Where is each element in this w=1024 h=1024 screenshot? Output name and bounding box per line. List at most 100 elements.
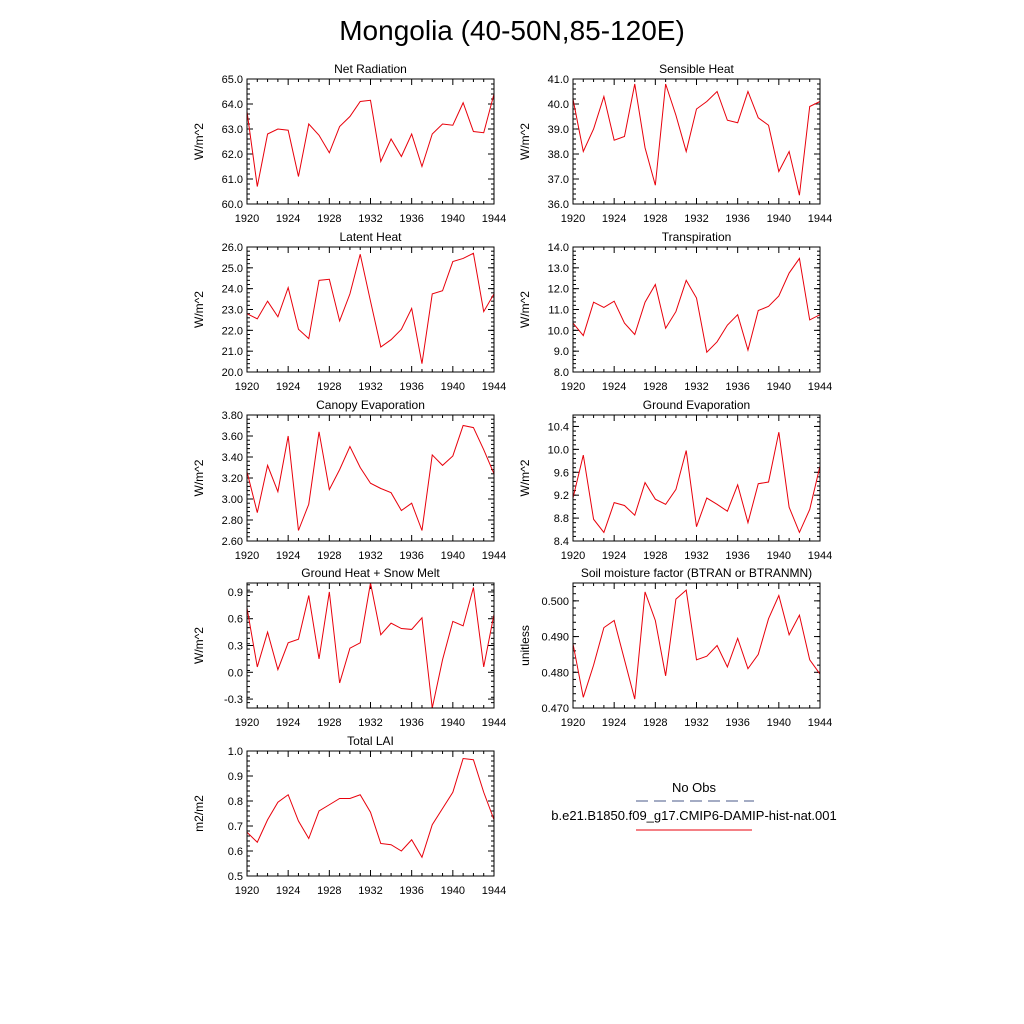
panel-soil-moisture-factor-btran-or-btranmn-series-line [572,589,821,700]
panel-ground-evaporation-ytick-label: 8.4 [554,536,569,548]
panel-sensible-heat-ytick-label: 36.0 [548,199,569,211]
panel-total-lai-xtick-label: 1932 [358,885,382,897]
panel-transpiration-ytick-label: 13.0 [548,263,569,275]
panel-latent-heat-ytick-label: 26.0 [222,242,243,254]
panel-ground-heat-snow-melt-title: Ground Heat + Snow Melt [301,566,440,580]
panel-ground-evaporation: Ground Evaporation W/m^2 1920 1924 1928 1932 1… [518,398,832,562]
panel-net-radiation-series-line [246,93,495,187]
panel-net-radiation-ytick-label: 62.0 [222,149,243,161]
panel-latent-heat-ytick-label: 24.0 [222,284,243,296]
panel-ground-heat-snow-melt: Ground Heat + Snow Melt W/m^2 1920 1924 1928… [192,566,506,729]
panel-sensible-heat-title: Sensible Heat [659,62,734,76]
panel-sensible-heat-ytick-label: 39.0 [548,124,569,136]
panel-soil-moisture-factor-btran-or-btranmn-xtick-label: 1932 [684,717,708,729]
panel-total-lai-frame [246,750,495,877]
panel-transpiration-ytick-label: 10.0 [548,325,569,337]
panel-ground-evaporation-xtick-label: 1940 [767,550,791,562]
panel-net-radiation-xtick-label: 1928 [317,213,341,225]
panel-ground-heat-snow-melt-series-line [246,582,495,709]
panel-total-lai-xtick-label: 1920 [235,885,259,897]
panel-transpiration-series-line [572,257,821,354]
panel-net-radiation-ylabel: W/m^2 [192,123,206,160]
panel-sensible-heat-ytick-label: 38.0 [548,149,569,161]
panel-transpiration-xtick-label: 1940 [767,381,791,393]
panel-canopy-evaporation-ylabel: W/m^2 [192,459,206,496]
panel-total-lai-series-line [246,757,495,859]
panel-total-lai-ytick-label: 0.8 [228,796,243,808]
panel-latent-heat-frame [246,246,495,373]
panel-total-lai-ytick-label: 0.5 [228,871,243,883]
panel-ground-heat-snow-melt-xtick-label: 1944 [482,717,506,729]
panel-sensible-heat-xtick-label: 1924 [602,213,626,225]
panel-sensible-heat-xtick-label: 1936 [725,213,749,225]
panel-ground-evaporation-xtick-label: 1920 [561,550,585,562]
panel-canopy-evaporation-frame [246,414,495,542]
panel-canopy-evaporation-xtick-label: 1928 [317,550,341,562]
panel-transpiration-xtick-label: 1920 [561,381,585,393]
panel-total-lai: Total LAI m2/m2 1920 1924 1928 1932 1936 1940 19… [192,734,506,897]
panel-sensible-heat-xtick-label: 1944 [808,213,832,225]
panel-transpiration-xtick-label: 1932 [684,381,708,393]
panel-latent-heat-ytick-label: 23.0 [222,305,243,317]
panel-canopy-evaporation-xtick-label: 1944 [482,550,506,562]
panel-latent-heat-xtick-label: 1940 [441,381,465,393]
panel-latent-heat-ytick-label: 22.0 [222,325,243,337]
legend: No Obs b.e21.B1850.f09_g17.CMIP6-DAMIP-h… [551,780,837,831]
panel-ground-evaporation-ytick-label: 10.4 [548,421,569,433]
panel-soil-moisture-factor-btran-or-btranmn-xtick-label: 1936 [725,717,749,729]
panel-sensible-heat-xtick-label: 1920 [561,213,585,225]
panel-ground-heat-snow-melt-xtick-label: 1920 [235,717,259,729]
panel-transpiration-xtick-label: 1936 [725,381,749,393]
panel-ground-evaporation-title: Ground Evaporation [643,398,750,412]
panel-transpiration-ytick-label: 11.0 [548,305,569,317]
panel-sensible-heat: Sensible Heat W/m^2 1920 1924 1928 1932 1936 19… [518,62,832,225]
panel-transpiration-ytick-label: 12.0 [548,284,569,296]
panel-canopy-evaporation-xtick-label: 1936 [399,550,423,562]
panel-ground-evaporation-frame [572,414,821,542]
panel-sensible-heat-ytick-label: 37.0 [548,174,569,186]
panel-ground-heat-snow-melt-ytick-label: -0.3 [224,694,243,706]
panel-ground-heat-snow-melt-frame [246,582,495,709]
panel-ground-evaporation-ytick-label: 8.8 [554,513,569,525]
panel-ground-evaporation-xtick-label: 1944 [808,550,832,562]
panel-soil-moisture-factor-btran-or-btranmn-title: Soil moisture factor (BTRAN or BTRANMN) [581,566,812,580]
panel-soil-moisture-factor-btran-or-btranmn-xtick-label: 1940 [767,717,791,729]
panel-ground-evaporation-xtick-label: 1928 [643,550,667,562]
panel-canopy-evaporation-ytick-label: 3.00 [222,494,243,506]
panel-ground-evaporation-xtick-label: 1936 [725,550,749,562]
panel-transpiration-xtick-label: 1924 [602,381,626,393]
panel-sensible-heat-series-line [572,83,821,196]
panel-latent-heat-ytick-label: 21.0 [222,346,243,358]
panel-latent-heat-xtick-label: 1928 [317,381,341,393]
panels: Net Radiation W/m^2 1920 1924 1928 1932 1936 19… [192,62,832,897]
panel-total-lai-ylabel: m2/m2 [192,795,206,832]
panel-net-radiation-xtick-label: 1940 [441,213,465,225]
panel-total-lai-xtick-label: 1924 [276,885,300,897]
panel-transpiration-xtick-label: 1944 [808,381,832,393]
panel-total-lai-xtick-label: 1944 [482,885,506,897]
panel-soil-moisture-factor-btran-or-btranmn: Soil moisture factor (BTRAN or BTRANMN) u… [518,566,832,729]
panel-soil-moisture-factor-btran-or-btranmn-ylabel: unitless [518,625,532,666]
panel-latent-heat-series-line [246,252,495,364]
panel-canopy-evaporation-xtick-label: 1940 [441,550,465,562]
panel-net-radiation-xtick-label: 1936 [399,213,423,225]
panel-soil-moisture-factor-btran-or-btranmn-xtick-label: 1924 [602,717,626,729]
panel-total-lai-xtick-label: 1928 [317,885,341,897]
panel-canopy-evaporation-ytick-label: 3.60 [222,431,243,443]
panel-ground-evaporation-xtick-label: 1924 [602,550,626,562]
panel-soil-moisture-factor-btran-or-btranmn-ytick-label: 0.480 [541,667,569,679]
panel-total-lai-title: Total LAI [347,734,394,748]
panel-ground-evaporation-ytick-label: 9.2 [554,490,569,502]
panel-canopy-evaporation-xtick-label: 1924 [276,550,300,562]
panel-soil-moisture-factor-btran-or-btranmn-xtick-label: 1928 [643,717,667,729]
panel-latent-heat-ytick-label: 20.0 [222,367,243,379]
panel-ground-heat-snow-melt-ytick-label: 0.0 [228,667,243,679]
panel-latent-heat-ytick-label: 25.0 [222,263,243,275]
panel-canopy-evaporation-ytick-label: 2.60 [222,536,243,548]
panel-net-radiation-title: Net Radiation [334,62,407,76]
panel-canopy-evaporation-title: Canopy Evaporation [316,398,425,412]
panel-sensible-heat-ytick-label: 41.0 [548,74,569,86]
panel-sensible-heat-xtick-label: 1928 [643,213,667,225]
panel-latent-heat-title: Latent Heat [339,230,402,244]
panel-latent-heat-xtick-label: 1920 [235,381,259,393]
